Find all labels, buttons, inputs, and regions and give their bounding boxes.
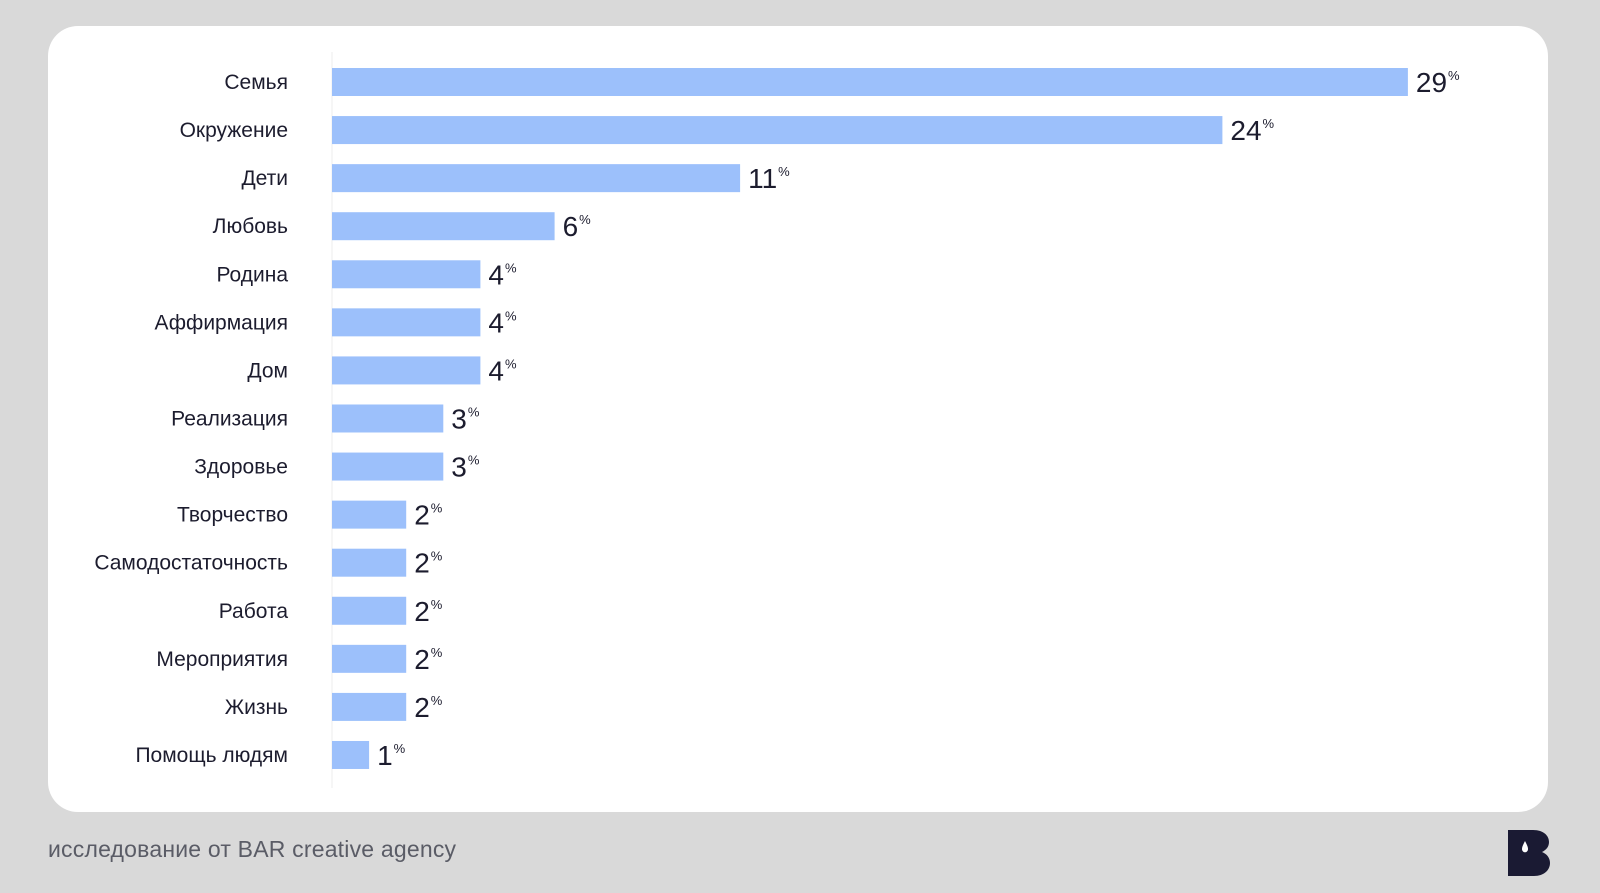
category-label: Самодостаточность (94, 552, 288, 575)
value-label: 29% (1416, 67, 1460, 98)
value-number: 2 (414, 644, 430, 675)
bar-chart: Семья 29%Окружение 24%Дети 11%Любовь 6%Родин… (94, 52, 1460, 788)
bar (332, 212, 555, 241)
category-label: Родина (216, 263, 288, 286)
value-number: 11 (748, 163, 777, 194)
value-number: 4 (488, 259, 504, 290)
category-label: Аффирмация (155, 311, 288, 334)
source-caption: исследование от BAR creative agency (48, 836, 457, 862)
value-unit: % (1263, 116, 1275, 131)
value-label: 2% (414, 548, 443, 579)
value-number: 3 (451, 403, 467, 434)
bar (332, 740, 370, 769)
value-unit: % (468, 453, 480, 468)
bar (332, 164, 741, 193)
bar (332, 644, 407, 673)
value-unit: % (431, 501, 443, 516)
bar (332, 260, 481, 289)
value-number: 1 (377, 740, 393, 771)
value-unit: % (505, 356, 517, 371)
value-number: 2 (414, 500, 430, 531)
bar (332, 68, 1408, 96)
bar (332, 356, 481, 385)
bar-agency-logo-icon (1508, 830, 1550, 876)
value-label: 1% (377, 740, 406, 771)
category-label: Реализация (171, 407, 288, 430)
value-unit: % (431, 645, 443, 660)
value-label: 3% (451, 452, 480, 483)
value-unit: % (394, 741, 406, 756)
value-label: 11% (748, 163, 790, 194)
value-number: 24 (1230, 115, 1261, 146)
value-number: 3 (451, 452, 467, 483)
category-label: Окружение (180, 119, 288, 142)
value-unit: % (1448, 68, 1460, 83)
value-unit: % (431, 549, 443, 564)
value-unit: % (778, 164, 790, 179)
value-label: 4% (488, 259, 517, 290)
category-label: Творчество (177, 504, 288, 527)
value-label: 3% (451, 403, 480, 434)
category-label: Дети (241, 167, 288, 190)
category-label: Мероприятия (156, 648, 288, 671)
value-number: 2 (414, 548, 430, 579)
value-number: 2 (414, 692, 430, 723)
category-label: Семья (224, 71, 288, 94)
category-label: Работа (219, 600, 289, 623)
category-label: Помощь людям (135, 744, 288, 767)
value-number: 2 (414, 596, 430, 627)
value-number: 6 (563, 211, 579, 242)
bar (332, 404, 444, 433)
value-label: 2% (414, 596, 443, 627)
value-number: 29 (1416, 67, 1447, 98)
value-label: 4% (488, 355, 517, 386)
value-label: 4% (488, 307, 517, 338)
value-unit: % (431, 597, 443, 612)
value-label: 2% (414, 500, 443, 531)
value-label: 6% (563, 211, 592, 242)
category-label: Здоровье (194, 456, 288, 479)
value-label: 2% (414, 644, 443, 675)
bar (332, 596, 407, 625)
value-unit: % (468, 404, 480, 419)
chart-card: Семья 29% Окружение 24% Дети 11% Любовь 6% Родин… (48, 26, 1548, 812)
bar (332, 308, 481, 337)
category-label: Дом (247, 359, 288, 382)
bar (332, 692, 407, 721)
value-unit: % (431, 693, 443, 708)
value-unit: % (505, 308, 517, 323)
category-label: Любовь (213, 215, 288, 238)
bar (332, 500, 407, 529)
value-unit: % (579, 212, 591, 227)
value-label: 2% (414, 692, 443, 723)
bar (332, 116, 1223, 145)
value-number: 4 (488, 355, 504, 386)
value-label: 24% (1230, 115, 1274, 146)
bar (332, 548, 407, 577)
bar (332, 452, 444, 481)
value-unit: % (505, 260, 517, 275)
value-number: 4 (488, 307, 504, 338)
category-label: Жизнь (225, 696, 288, 719)
